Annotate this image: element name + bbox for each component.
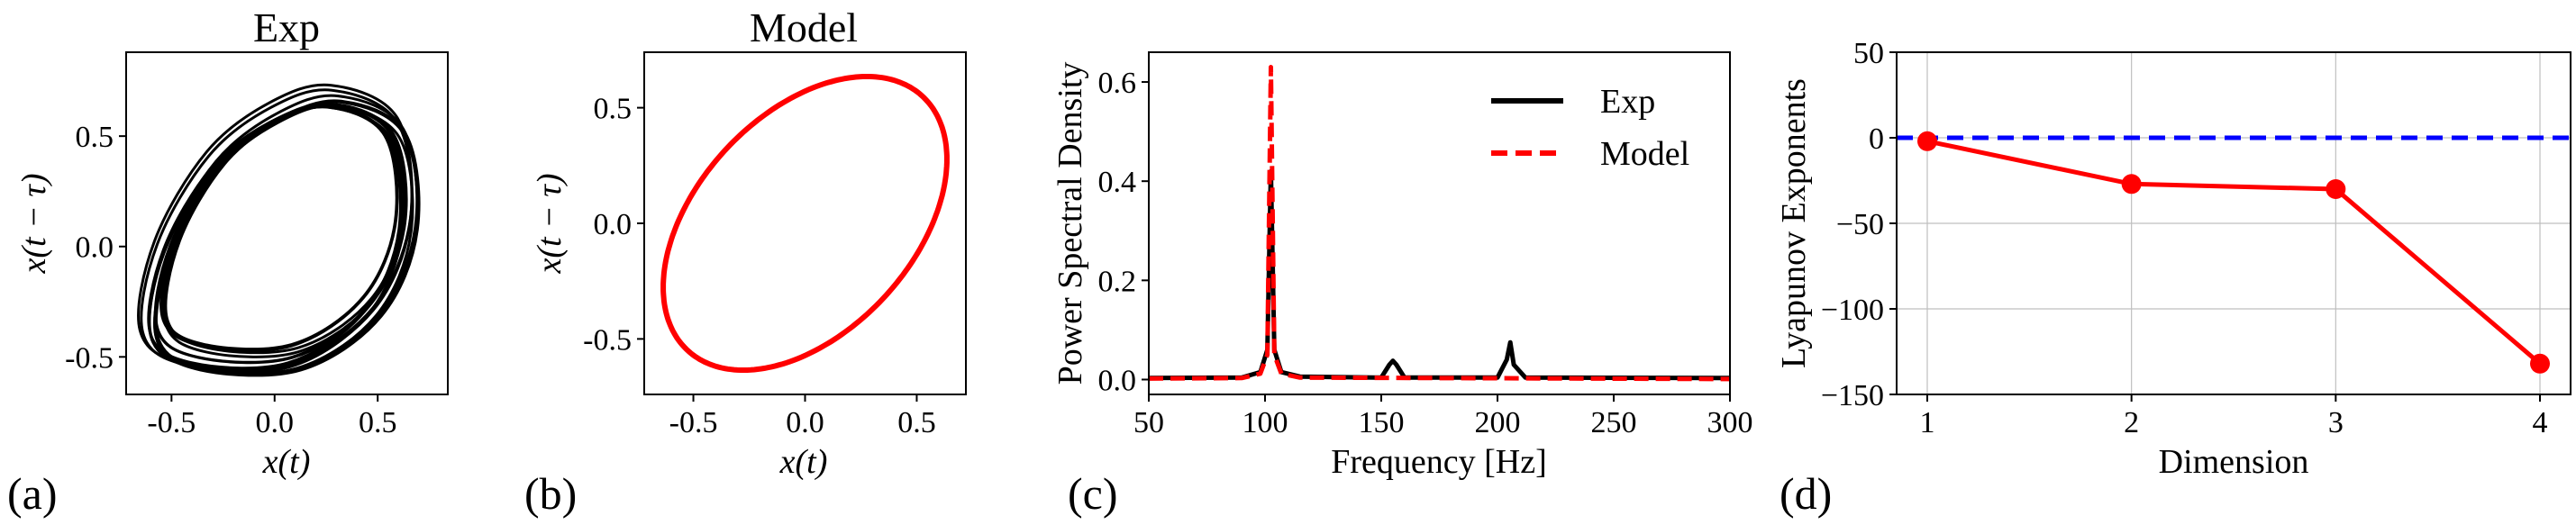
legend-exp-label: Exp [1600,83,1655,121]
panel-b-xtick-label: -0.5 [669,406,718,439]
panel-b-x-ticks: -0.5 0.0 0.5 [669,394,936,439]
psd-series-exp [1148,168,1731,381]
panel-d-ytick-label: −100 [1821,294,1884,327]
panel-a-ytick-label: -0.5 [65,341,114,375]
panel-a-xlabel: x(t) [262,443,311,481]
panel-c-ytick-label: 0.2 [1098,265,1137,298]
lyapunov-point [2326,179,2346,199]
panel-b-xtick-label: 0.5 [897,406,936,439]
panel-c-axes-frame [1148,51,1731,395]
panel-b-y-ticks: -0.5 0.0 0.5 [583,93,644,357]
panel-d-ytick-label: 0 [1869,122,1884,156]
panel-c-y-ticks: 0.0 0.2 0.4 0.6 [1098,67,1149,397]
panel-c-xlabel: Frequency [Hz] [1331,443,1547,481]
panel-b-title: Model [750,5,858,50]
panel-b-plot-area [660,74,950,373]
panel-a-label: (a) [7,468,58,519]
panel-a-y-ticks: -0.5 0.0 0.5 [65,121,126,375]
panel-b-ytick-label: 0.5 [594,93,633,126]
panel-d-xtick-label: 1 [1920,406,1935,439]
panel-d-ytick-label: −50 [1836,208,1884,241]
panel-a-plot-area [137,83,421,377]
panel-a-title: Exp [253,5,320,50]
panel-a-xtick-label: 0.0 [256,406,295,439]
panel-a-ylabel: x(t − τ) [15,174,53,275]
panel-c-xtick-label: 250 [1591,406,1637,439]
exp-attractor-loop [162,103,408,358]
psd-series-model [1148,65,1731,382]
legend-model-label: Model [1600,135,1689,173]
panel-d-x-ticks: 1 2 3 4 [1920,394,2548,439]
panel-d-grid [1897,51,2571,395]
panel-d-plot-area [1897,131,2571,374]
panel-c-legend: Exp Model [1491,83,1689,173]
exp-attractor-loop [148,94,419,376]
lyapunov-series-line [1926,139,2542,366]
panel-c-ytick-label: 0.4 [1098,166,1137,199]
panel-d-ylabel: Lyapunov Exponents [1775,78,1813,368]
panel-d-y-ticks: 50 0 −50 −100 −150 [1821,37,1897,412]
panel-c-xtick-label: 300 [1707,406,1753,439]
panel-a-xtick-label: 0.5 [359,406,397,439]
panel-a-axes-frame [125,51,449,395]
panel-c-ylabel: Power Spectral Density [1051,62,1089,385]
exp-attractor-loop [154,100,419,375]
lyapunov-point [2121,174,2142,195]
panel-d-label: (d) [1780,468,1832,519]
panel-d-xlabel: Dimension [2159,443,2309,481]
panel-c-xtick-label: 150 [1359,406,1405,439]
panel-b-axes-frame [643,51,967,395]
panel-d-lyapunov-exponents: 1 2 3 4 50 0 −50 −100 −150 Dimension Lyapunov E… [1775,37,2571,519]
lyapunov-point [1917,131,1937,151]
panel-c-ytick-label: 0.6 [1098,67,1137,100]
panel-d-ytick-label: 50 [1853,37,1884,70]
exp-attractor-loop [154,105,404,364]
panel-c-power-spectrum: 50 100 150 200 250 300 0.0 0.2 0.4 0.6 Exp Model… [1051,51,1753,519]
panel-a-xtick-label: -0.5 [147,406,196,439]
panel-b-xlabel: x(t) [779,443,828,481]
panel-b-ytick-label: -0.5 [583,323,632,357]
panel-b-ylabel: x(t − τ) [531,174,569,275]
panel-c-xtick-label: 50 [1133,406,1164,439]
panel-c-label: (c) [1068,468,1118,519]
panel-c-x-ticks: 50 100 150 200 250 300 [1133,394,1753,439]
exp-attractor-loop [153,102,405,365]
exp-attractor-loop [147,104,402,370]
panel-b-model-phase-portrait: Model -0.5 0.0 0.5 -0.5 0.0 0.5 x(t) x(t − τ… [524,5,967,519]
panel-d-xtick-label: 4 [2533,406,2548,439]
panel-a-x-ticks: -0.5 0.0 0.5 [147,394,396,439]
panel-d-ytick-label: −150 [1821,379,1884,412]
model-limit-cycle [660,74,950,373]
panel-a-exp-phase-portrait: Exp -0.5 0.0 0.5 -0.50.00.5 x(t) x(t − τ) … [7,5,449,519]
panel-b-ytick-label: 0.0 [594,208,633,241]
panel-c-ytick-label: 0.0 [1098,364,1137,397]
panel-d-xtick-label: 2 [2124,406,2139,439]
panel-b-label: (b) [524,468,577,519]
panel-c-plot-area [1148,65,1731,382]
panel-a-ytick-label: 0.0 [76,231,114,265]
panel-b-xtick-label: 0.0 [786,406,824,439]
panel-c-xtick-label: 100 [1242,406,1288,439]
panel-d-xtick-label: 3 [2328,406,2344,439]
panel-a-ytick-label: 0.5 [76,121,114,154]
panel-c-xtick-label: 200 [1475,406,1521,439]
exp-attractor-loop [153,104,414,376]
exp-attractor-loop [153,99,421,377]
lyapunov-point [2530,353,2550,374]
